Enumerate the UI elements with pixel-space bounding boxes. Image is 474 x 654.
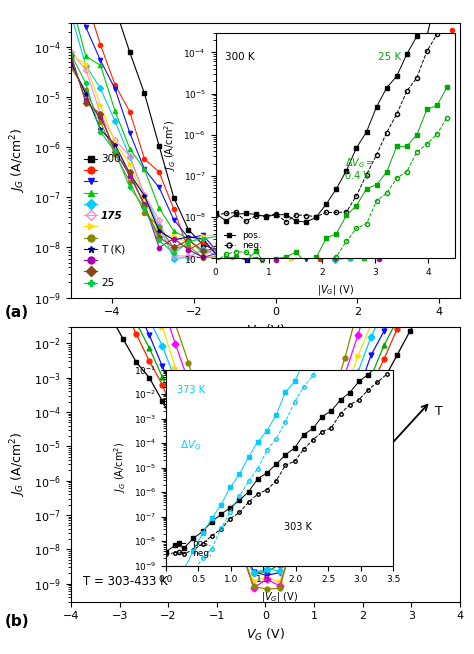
Text: 303 K: 303 K: [284, 523, 312, 532]
Text: (b): (b): [5, 614, 30, 629]
Text: T: T: [435, 405, 442, 418]
Text: 373 K: 373 K: [177, 385, 205, 395]
Text: $\Delta V_G =$
0.4 V: $\Delta V_G =$ 0.4 V: [345, 156, 375, 181]
X-axis label: $V_G$ (V): $V_G$ (V): [246, 627, 285, 643]
X-axis label: $|V_G|$ (V): $|V_G|$ (V): [261, 590, 298, 604]
X-axis label: $|V_G|$ (V): $|V_G|$ (V): [317, 283, 354, 297]
Y-axis label: $J_G$ (A/cm$^2$): $J_G$ (A/cm$^2$): [9, 432, 28, 497]
Text: $\Delta V_G$: $\Delta V_G$: [180, 438, 201, 452]
Text: T = 303-433 K: T = 303-433 K: [83, 576, 167, 588]
Y-axis label: $J_G$ (A/cm$^2$): $J_G$ (A/cm$^2$): [9, 128, 28, 193]
Legend: pos., neg.: pos., neg.: [171, 535, 216, 561]
Text: 300 K: 300 K: [225, 52, 255, 61]
Y-axis label: $J_G$ (A/cm$^2$): $J_G$ (A/cm$^2$): [112, 442, 128, 493]
Text: (a): (a): [5, 305, 29, 320]
Legend: pos., neg.: pos., neg.: [220, 228, 265, 254]
Legend: 300, , , , , 175, , , T (K), , , 25: 300, , , , , 175, , , T (K), , , 25: [80, 150, 129, 292]
Y-axis label: $J_G$ (A/cm$^2$): $J_G$ (A/cm$^2$): [162, 120, 178, 171]
X-axis label: $V_G$ (V): $V_G$ (V): [246, 323, 285, 339]
Text: 25 K: 25 K: [378, 52, 401, 61]
